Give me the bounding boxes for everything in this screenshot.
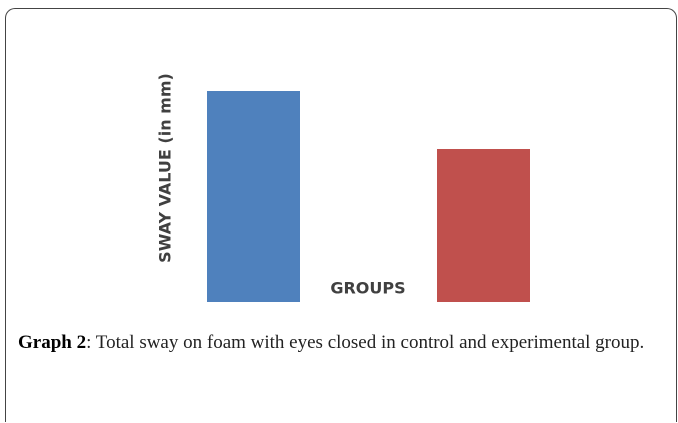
x-axis-label: GROUPS	[330, 279, 405, 298]
bar	[437, 149, 530, 302]
caption-label: Graph 2	[18, 332, 87, 353]
bar	[207, 91, 300, 302]
chart: SWAY VALUE (in mm) GROUPS	[156, 73, 530, 302]
y-axis-label: SWAY VALUE (in mm)	[156, 73, 175, 263]
caption: Graph 2: Total sway on foam with eyes cl…	[18, 328, 662, 358]
figure-frame	[5, 8, 677, 422]
caption-text: : Total sway on foam with eyes closed in…	[86, 332, 645, 353]
